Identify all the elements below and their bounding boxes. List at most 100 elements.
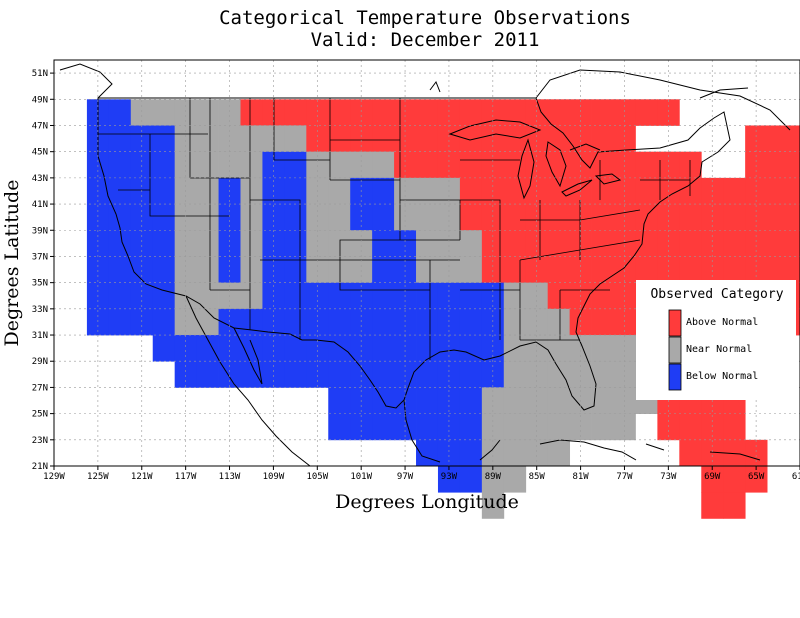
grid-cell (372, 361, 395, 388)
grid-cell (701, 466, 724, 493)
grid-cell (503, 413, 527, 441)
grid-cell (569, 256, 592, 284)
grid-cell (503, 361, 527, 388)
grid-cell (613, 335, 636, 362)
y-tick-label: 45N (32, 148, 48, 158)
grid-cell (416, 361, 439, 388)
grid-cell (130, 230, 154, 257)
grid-cell (328, 282, 351, 310)
grid-cell (372, 99, 395, 126)
grid-cell (789, 125, 800, 153)
x-axis-label: Degrees Longitude (335, 491, 519, 513)
grid-cell (196, 282, 219, 310)
grid-cell (657, 230, 680, 257)
y-tick-label: 47N (32, 121, 48, 131)
grid-cell (108, 151, 132, 179)
grid-cell (328, 256, 351, 284)
grid-cell (613, 308, 636, 336)
grid-cell (196, 335, 219, 362)
grid-cell (416, 282, 439, 310)
legend-label: Near Normal (686, 344, 752, 355)
grid-cell (745, 256, 768, 284)
grid-cell (481, 335, 505, 362)
grid-cell (240, 308, 263, 336)
grid-cell (108, 308, 132, 336)
grid-cell (459, 230, 483, 257)
grid-cell (416, 413, 439, 441)
grid-cell (218, 125, 241, 153)
grid-cell (328, 151, 351, 179)
grid-cell (262, 256, 285, 284)
grid-cell (569, 308, 592, 336)
grid-cell (328, 413, 351, 441)
grid-cell (481, 466, 505, 493)
x-tick-label: 85W (529, 472, 546, 482)
legend-title: Observed Category (650, 287, 783, 302)
grid-cell (503, 256, 527, 284)
grid-cell (174, 204, 198, 231)
grid-cell (152, 308, 176, 336)
grid-cell (218, 151, 241, 179)
grid-cell (130, 204, 154, 231)
category-cells (86, 99, 800, 519)
grid-cell (262, 308, 285, 336)
grid-cell (679, 413, 702, 441)
y-tick-label: 49N (32, 95, 48, 105)
grid-cell (657, 99, 680, 126)
grid-cell (459, 439, 483, 467)
grid-cell (459, 413, 483, 441)
grid-cell (372, 413, 395, 441)
grid-cell (503, 439, 527, 467)
grid-cell (591, 151, 614, 179)
x-tick-label: 93W (441, 472, 458, 482)
grid-cell (503, 282, 527, 310)
grid-cell (481, 439, 505, 467)
grid-cell (350, 151, 373, 179)
grid-cell (350, 256, 373, 284)
legend-background (636, 280, 796, 400)
grid-cell (416, 230, 439, 257)
x-tick-label: 121W (131, 472, 153, 482)
grid-cell (459, 387, 483, 415)
x-tick-label: 117W (175, 472, 197, 482)
grid-cell (196, 177, 219, 205)
grid-cell (459, 282, 483, 310)
grid-cell (525, 151, 549, 179)
grid-cell (284, 230, 307, 257)
grid-cell (767, 125, 790, 153)
grid-cell (679, 177, 702, 205)
grid-cell (591, 256, 614, 284)
grid-cell (591, 125, 614, 153)
grid-cell (547, 335, 571, 362)
grid-cell (547, 177, 571, 205)
grid-cell (152, 335, 176, 362)
grid-cell (635, 151, 658, 179)
map-frame (53, 59, 800, 467)
grid-cell (416, 151, 439, 179)
grid-cell (481, 99, 505, 126)
x-tick-label: 77W (616, 472, 633, 482)
y-tick-label: 25N (32, 410, 48, 420)
grid-cell (416, 387, 439, 415)
x-tick-label: 61W (792, 472, 800, 482)
grid-cell (196, 99, 219, 126)
grid-cell (130, 125, 154, 153)
grid-cell (437, 466, 461, 493)
grid-cell (284, 125, 307, 153)
grid-cell (679, 256, 702, 284)
grid-cell (174, 151, 198, 179)
grid-cell (372, 177, 395, 205)
grid-cell (613, 230, 636, 257)
grid-cell (547, 413, 571, 441)
grid-cell (350, 308, 373, 336)
grid-cell (372, 256, 395, 284)
grid-cell (569, 361, 592, 388)
grid-cell (306, 335, 329, 362)
grid-cell (262, 204, 285, 231)
grid-cell (152, 282, 176, 310)
grid-cell (240, 230, 263, 257)
grid-cell (745, 125, 768, 153)
grid-cell (481, 361, 505, 388)
grid-cell (416, 204, 439, 231)
